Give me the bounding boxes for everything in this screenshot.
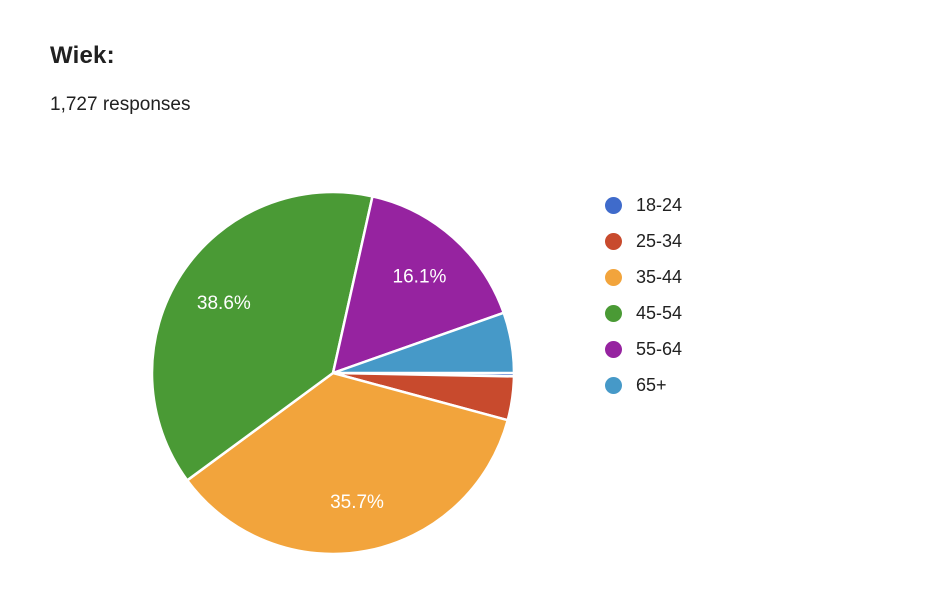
slice-percent-label-55-64: 16.1% <box>393 267 447 288</box>
legend-label: 35-44 <box>636 266 683 287</box>
legend-swatch-icon <box>605 196 622 214</box>
legend-item-65+: 65+ <box>605 374 682 396</box>
legend-item-55-64: 55-64 <box>605 338 682 360</box>
pie-slice-35-44[interactable] <box>185 371 509 556</box>
legend-swatch-icon <box>605 232 622 250</box>
legend-swatch-icon <box>605 268 622 286</box>
legend: 18-24 25-34 35-44 45-54 55-64 65+ <box>605 194 682 410</box>
response-count: 1,727 responses <box>50 94 191 115</box>
legend-item-35-44: 35-44 <box>605 266 682 288</box>
legend-swatch-icon <box>605 376 622 394</box>
legend-label: 18-24 <box>636 194 683 215</box>
pie-slice-55-64[interactable] <box>331 195 505 375</box>
legend-label: 65+ <box>636 374 667 395</box>
legend-item-25-34: 25-34 <box>605 230 682 252</box>
pie-chart: 35.7% 38.6% 16.1% <box>140 180 540 580</box>
legend-item-45-54: 45-54 <box>605 302 682 324</box>
slice-percent-label-45-54: 38.6% <box>197 293 251 314</box>
chart-title: Wiek: <box>50 42 115 69</box>
legend-swatch-icon <box>605 304 622 322</box>
legend-label: 25-34 <box>636 230 683 251</box>
legend-label: 45-54 <box>636 302 683 323</box>
legend-item-18-24: 18-24 <box>605 194 682 216</box>
pie-slice-65+[interactable] <box>331 311 516 375</box>
legend-label: 55-64 <box>636 338 683 359</box>
pie-slice-45-54[interactable] <box>150 190 374 482</box>
slice-percent-label-35-44: 35.7% <box>330 492 384 513</box>
pie-chart-svg: 35.7% 38.6% 16.1% <box>150 190 516 556</box>
legend-swatch-icon <box>605 340 622 358</box>
chart-header: Wiek: 1,727 responses <box>50 42 191 116</box>
